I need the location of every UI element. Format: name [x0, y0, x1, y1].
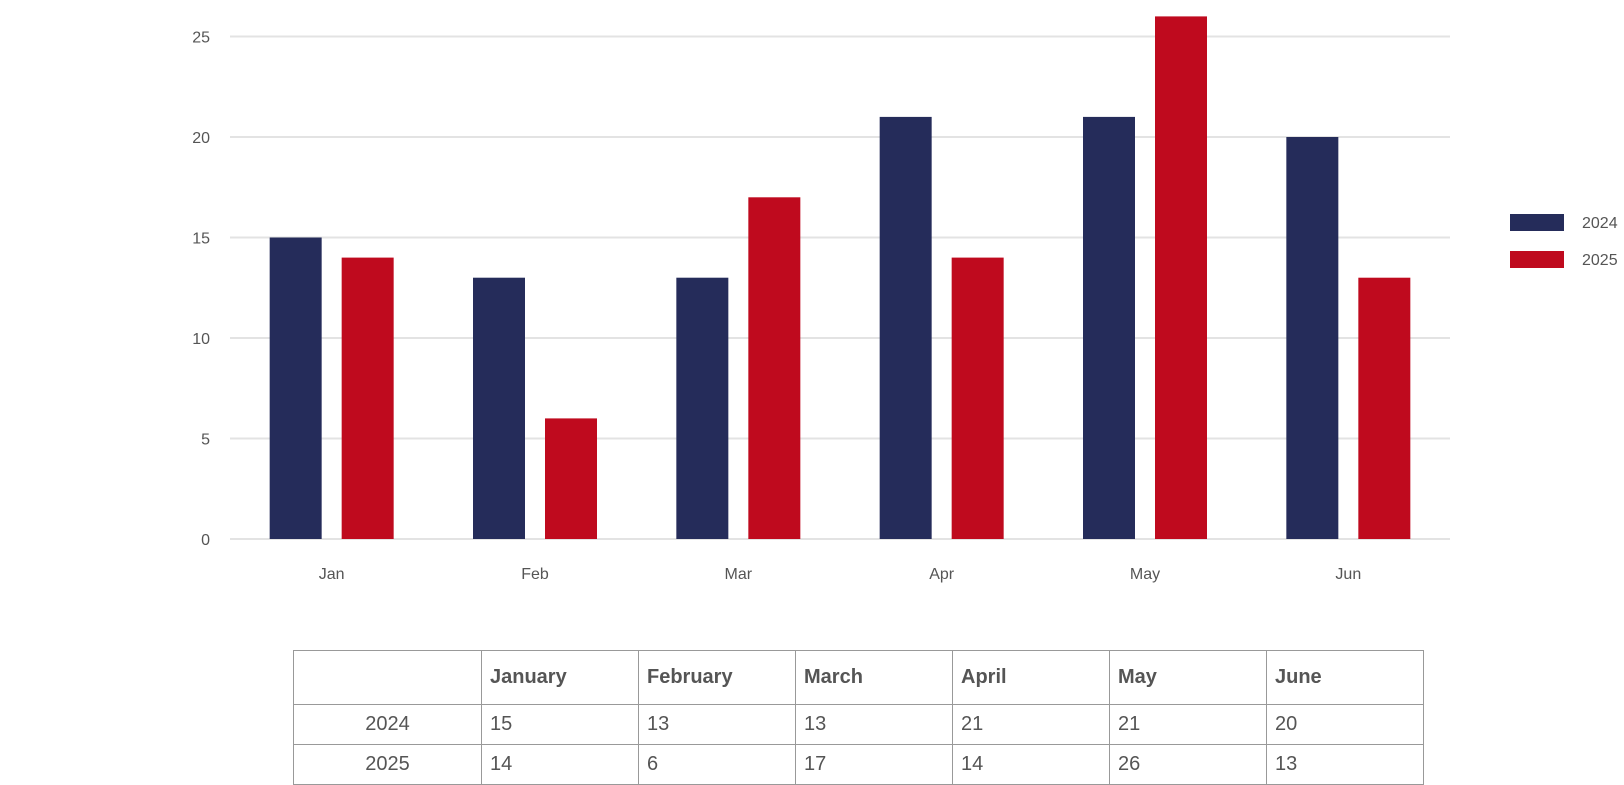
table-row: 2025 14 6 17 14 26 13	[293, 744, 1424, 785]
y-tick-label: 10	[192, 331, 210, 348]
table-cell: 17	[795, 744, 953, 785]
bar-2024-mar	[676, 277, 729, 539]
table-header-cell: June	[1266, 650, 1424, 705]
table-cell: 14	[481, 744, 639, 785]
y-tick-label: 0	[201, 532, 210, 549]
table-header-cell: January	[481, 650, 639, 705]
x-tick-label: May	[1130, 566, 1160, 583]
x-tick-label: Feb	[521, 566, 549, 583]
x-tick-label: Apr	[929, 566, 955, 583]
bar-2025-may	[1155, 16, 1207, 539]
y-tick-label: 20	[192, 130, 210, 147]
table-header-cell: March	[795, 650, 953, 705]
bar-2024-jun	[1286, 137, 1339, 539]
bar-2025-jan	[341, 257, 394, 539]
table-cell: 13	[1266, 744, 1424, 785]
table-cell: 15	[481, 704, 639, 745]
table-cell: 21	[952, 704, 1110, 745]
bar-2025-jun	[1358, 277, 1411, 539]
bar-2024-feb	[473, 277, 525, 539]
bar-2024-jan	[269, 237, 322, 539]
legend: 2024 2025	[1510, 214, 1618, 269]
table-corner-cell	[293, 650, 482, 705]
grid-lines	[230, 35, 1450, 540]
table-cell: 26	[1109, 744, 1267, 785]
bar-2025-apr	[951, 257, 1004, 539]
legend-label-2024: 2024	[1582, 215, 1618, 232]
table-cell: 13	[795, 704, 953, 745]
bars	[269, 16, 1411, 540]
x-tick-label: Mar	[725, 566, 753, 583]
data-table: January February March April May June 20…	[293, 650, 1424, 785]
table-cell: 6	[638, 744, 796, 785]
bar-2025-mar	[748, 197, 801, 540]
y-tick-label: 5	[201, 432, 210, 449]
table-cell: 21	[1109, 704, 1267, 745]
y-axis: 0 5 10 15 20 25	[192, 30, 210, 550]
table-row-label: 2024	[293, 704, 482, 745]
table-header-cell: February	[638, 650, 796, 705]
table-header-cell: May	[1109, 650, 1267, 705]
x-tick-label: Jan	[319, 566, 345, 583]
legend-label-2025: 2025	[1582, 252, 1618, 269]
table-cell: 13	[638, 704, 796, 745]
legend-swatch-2024	[1510, 214, 1564, 231]
table-cell: 14	[952, 744, 1110, 785]
bar-2024-apr	[879, 116, 932, 540]
y-tick-label: 15	[192, 231, 210, 248]
table-row: 2024 15 13 13 21 21 20	[293, 704, 1424, 745]
table-header-row: January February March April May June	[293, 650, 1424, 705]
x-tick-label: Jun	[1335, 566, 1361, 583]
table-row-label: 2025	[293, 744, 482, 785]
bar-2025-feb	[545, 418, 597, 539]
x-axis: Jan Feb Mar Apr May Jun	[319, 566, 1361, 583]
table-header-cell: April	[952, 650, 1110, 705]
y-tick-label: 25	[192, 30, 210, 47]
legend-swatch-2025	[1510, 251, 1564, 268]
table-cell: 20	[1266, 704, 1424, 745]
bar-2024-may	[1083, 116, 1135, 540]
